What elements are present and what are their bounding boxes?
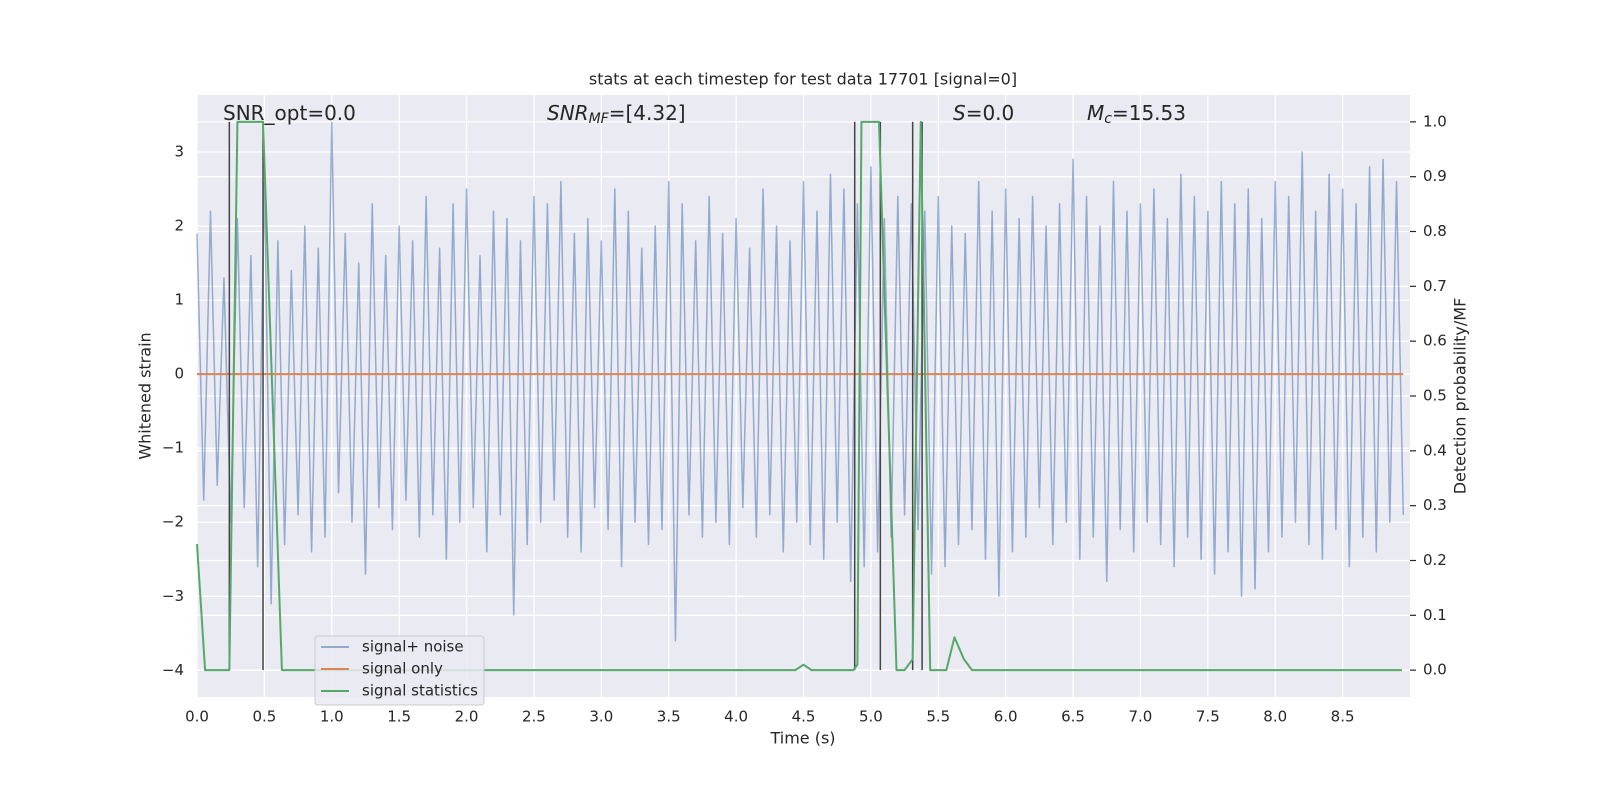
x-tick-label: 0.5 xyxy=(252,708,276,726)
y2-tick-label: 0.8 xyxy=(1423,222,1447,240)
annotation: S=0.0 xyxy=(953,101,1014,125)
y-tick-label: −4 xyxy=(162,661,184,679)
x-tick-label: 2.0 xyxy=(455,708,479,726)
x-tick-label: 6.0 xyxy=(994,708,1018,726)
y2-tick-label: 0.6 xyxy=(1423,332,1447,350)
series-line xyxy=(196,121,1405,642)
x-tick-label: 8.0 xyxy=(1263,708,1287,726)
legend-label: signal statistics xyxy=(362,682,478,700)
annotation: Mc=15.53 xyxy=(1087,101,1186,128)
y-tick-label: 2 xyxy=(174,217,184,235)
y-tick-label: −3 xyxy=(162,587,184,605)
x-axis-label: Time (s) xyxy=(769,729,835,748)
annotation: SNRMF=[4.32] xyxy=(547,101,686,128)
y-tick-label: −2 xyxy=(162,513,184,531)
legend-label: signal+ noise xyxy=(362,638,464,656)
x-tick-label: 3.0 xyxy=(589,708,613,726)
x-tick-label: 4.5 xyxy=(792,708,816,726)
y2-tick-label: 0.4 xyxy=(1423,441,1447,459)
x-tick-label: 5.0 xyxy=(859,708,883,726)
x-tick-label: 5.5 xyxy=(926,708,950,726)
annotation-base: S xyxy=(953,101,966,125)
y2-tick-label: 0.9 xyxy=(1423,167,1447,185)
y-tick-label: 3 xyxy=(174,143,184,161)
x-tick-label: 2.5 xyxy=(522,708,546,726)
chart-title: stats at each timestep for test data 177… xyxy=(589,70,1017,89)
legend-label: signal only xyxy=(362,660,443,678)
y2-tick-label: 0.0 xyxy=(1423,661,1447,679)
y2-tick-label: 0.3 xyxy=(1423,496,1447,514)
y-tick-label: −1 xyxy=(162,439,184,457)
annotation-rest: =[4.32] xyxy=(609,101,686,125)
annotation-sub: MF xyxy=(589,111,610,127)
x-tick-label: 4.0 xyxy=(724,708,748,726)
y2-tick-label: 0.1 xyxy=(1423,606,1447,624)
annotation-rest: =0.0 xyxy=(966,101,1015,125)
y-tick-label: 1 xyxy=(174,291,184,309)
annotation-base: SNR xyxy=(547,101,589,125)
x-tick-label: 3.5 xyxy=(657,708,681,726)
y2-tick-label: 1.0 xyxy=(1423,112,1447,130)
x-tick-label: 1.5 xyxy=(387,708,411,726)
annotation-base: M xyxy=(1087,101,1104,125)
x-tick-label: 8.5 xyxy=(1331,708,1355,726)
y2-tick-label: 0.2 xyxy=(1423,551,1447,569)
x-tick-label: 6.5 xyxy=(1061,708,1085,726)
legend-box xyxy=(314,635,485,706)
annotation: SNR_opt=0.0 xyxy=(223,101,356,125)
y-tick-label: 0 xyxy=(174,365,184,383)
x-tick-label: 0.0 xyxy=(185,708,209,726)
y2-axis-label: Detection probability/MF xyxy=(1451,298,1470,495)
y2-tick-label: 0.7 xyxy=(1423,277,1447,295)
annotation-rest: =15.53 xyxy=(1112,101,1186,125)
y2-tick-label: 0.5 xyxy=(1423,387,1447,405)
annotation-base: SNR_opt=0.0 xyxy=(223,101,356,125)
x-tick-label: 1.0 xyxy=(320,708,344,726)
annotation-sub: c xyxy=(1104,111,1112,127)
x-tick-label: 7.0 xyxy=(1129,708,1153,726)
x-tick-label: 7.5 xyxy=(1196,708,1220,726)
series-line xyxy=(196,120,1402,672)
y-axis-label: Whitened strain xyxy=(136,332,155,459)
